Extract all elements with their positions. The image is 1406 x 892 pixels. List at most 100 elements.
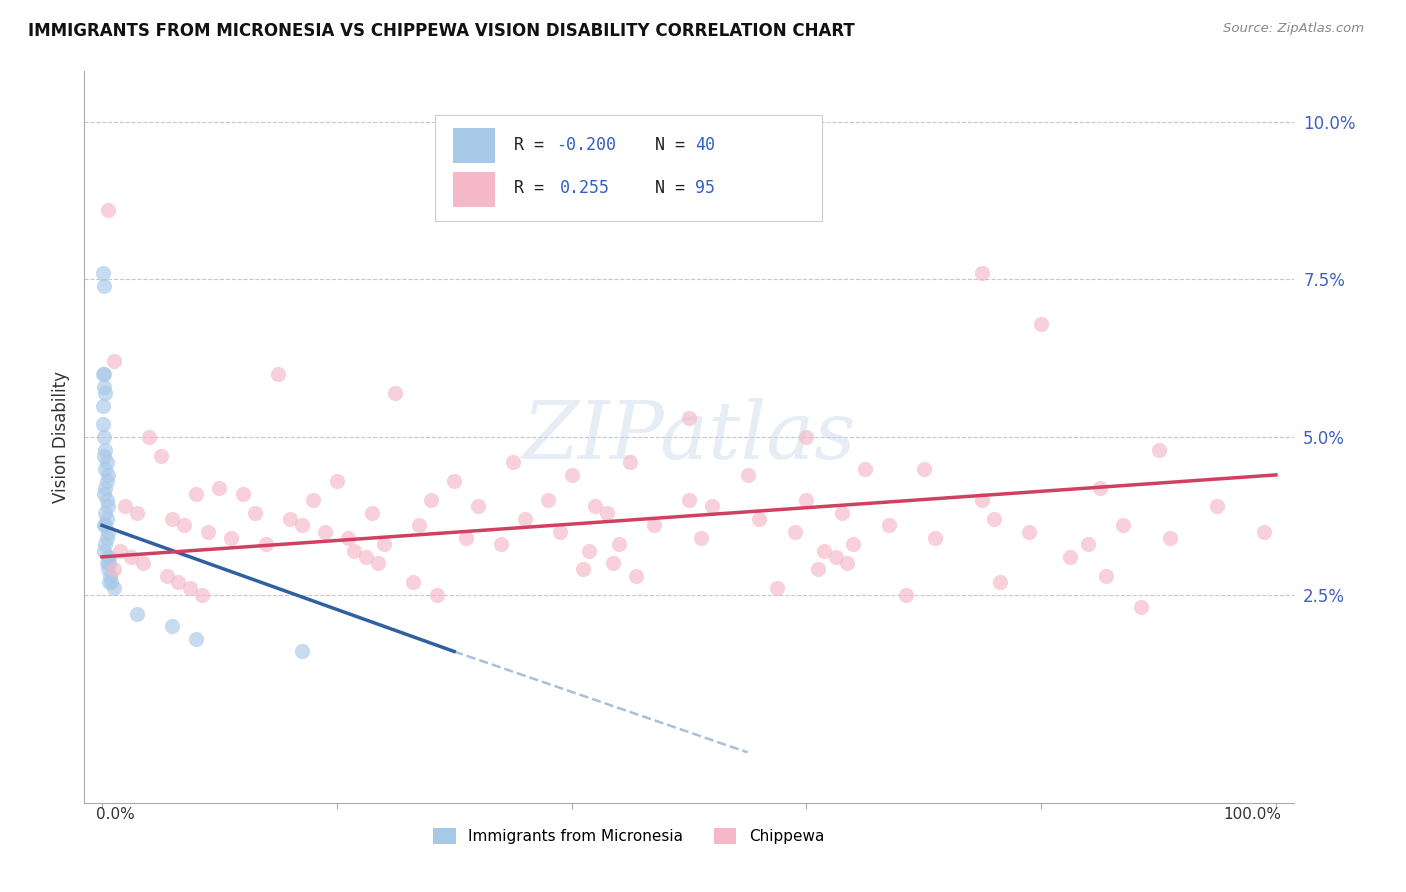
- Point: [96, 556, 118, 570]
- Point: [824, 549, 846, 564]
- Point: [419, 493, 441, 508]
- Point: [94, 506, 117, 520]
- Point: [108, 543, 131, 558]
- Text: ZIPatlas: ZIPatlas: [522, 399, 856, 475]
- Point: [93, 543, 115, 558]
- Point: [561, 467, 583, 482]
- Point: [502, 455, 524, 469]
- Point: [94, 481, 117, 495]
- Point: [103, 582, 125, 596]
- Point: [454, 531, 477, 545]
- Point: [302, 493, 325, 508]
- Point: [983, 512, 1005, 526]
- Point: [783, 524, 806, 539]
- Point: [678, 411, 700, 425]
- Point: [1129, 600, 1152, 615]
- Point: [103, 562, 125, 576]
- Point: [373, 537, 395, 551]
- Point: [167, 575, 190, 590]
- Point: [96, 493, 118, 508]
- Point: [97, 562, 120, 576]
- Point: [1159, 531, 1181, 545]
- Point: [837, 556, 859, 570]
- Point: [290, 644, 312, 658]
- Point: [737, 467, 759, 482]
- Text: IMMIGRANTS FROM MICRONESIA VS CHIPPEWA VISION DISABILITY CORRELATION CHART: IMMIGRANTS FROM MICRONESIA VS CHIPPEWA V…: [28, 22, 855, 40]
- Point: [443, 474, 465, 488]
- Point: [208, 481, 231, 495]
- FancyBboxPatch shape: [434, 115, 823, 221]
- Legend: Immigrants from Micronesia, Chippewa: Immigrants from Micronesia, Chippewa: [427, 822, 830, 850]
- Point: [367, 556, 389, 570]
- Point: [93, 367, 115, 381]
- Point: [408, 518, 430, 533]
- Point: [1112, 518, 1135, 533]
- Point: [98, 549, 121, 564]
- Point: [894, 588, 917, 602]
- Point: [94, 461, 117, 475]
- Point: [1088, 481, 1111, 495]
- Point: [93, 487, 115, 501]
- Point: [243, 506, 266, 520]
- FancyBboxPatch shape: [453, 171, 495, 207]
- Point: [97, 500, 120, 514]
- Point: [96, 512, 118, 526]
- Point: [988, 575, 1011, 590]
- Point: [643, 518, 665, 533]
- Text: N =: N =: [634, 179, 695, 197]
- Point: [94, 518, 117, 533]
- Point: [326, 474, 349, 488]
- Point: [254, 537, 277, 551]
- Point: [132, 556, 155, 570]
- Point: [94, 537, 117, 551]
- Point: [93, 518, 115, 533]
- Point: [807, 562, 830, 576]
- Point: [267, 367, 290, 381]
- Point: [337, 531, 360, 545]
- Point: [343, 543, 366, 558]
- Point: [94, 442, 117, 457]
- Point: [402, 575, 425, 590]
- Point: [924, 531, 946, 545]
- Point: [184, 632, 207, 646]
- Point: [619, 455, 641, 469]
- Text: Source: ZipAtlas.com: Source: ZipAtlas.com: [1223, 22, 1364, 36]
- Point: [91, 399, 114, 413]
- Point: [912, 461, 935, 475]
- Point: [103, 354, 125, 368]
- Text: 0.255: 0.255: [560, 179, 610, 197]
- Point: [572, 562, 595, 576]
- Point: [219, 531, 242, 545]
- Point: [93, 278, 115, 293]
- Point: [149, 449, 172, 463]
- Point: [114, 500, 136, 514]
- Point: [842, 537, 865, 551]
- Point: [127, 506, 149, 520]
- Point: [91, 417, 114, 432]
- Point: [1094, 569, 1116, 583]
- Point: [179, 582, 201, 596]
- Point: [831, 506, 853, 520]
- Point: [583, 500, 606, 514]
- Point: [94, 386, 117, 401]
- Point: [489, 537, 512, 551]
- Point: [1206, 500, 1229, 514]
- Point: [98, 556, 121, 570]
- Point: [190, 588, 212, 602]
- Text: 40: 40: [695, 136, 716, 153]
- Point: [354, 549, 377, 564]
- Point: [813, 543, 835, 558]
- Point: [1077, 537, 1099, 551]
- Point: [98, 569, 121, 583]
- Point: [290, 518, 312, 533]
- Point: [877, 518, 900, 533]
- FancyBboxPatch shape: [453, 128, 495, 163]
- Point: [97, 524, 120, 539]
- Point: [678, 493, 700, 508]
- Point: [596, 506, 619, 520]
- Point: [361, 506, 384, 520]
- Point: [96, 474, 118, 488]
- Point: [91, 367, 114, 381]
- Point: [173, 518, 195, 533]
- Point: [766, 582, 789, 596]
